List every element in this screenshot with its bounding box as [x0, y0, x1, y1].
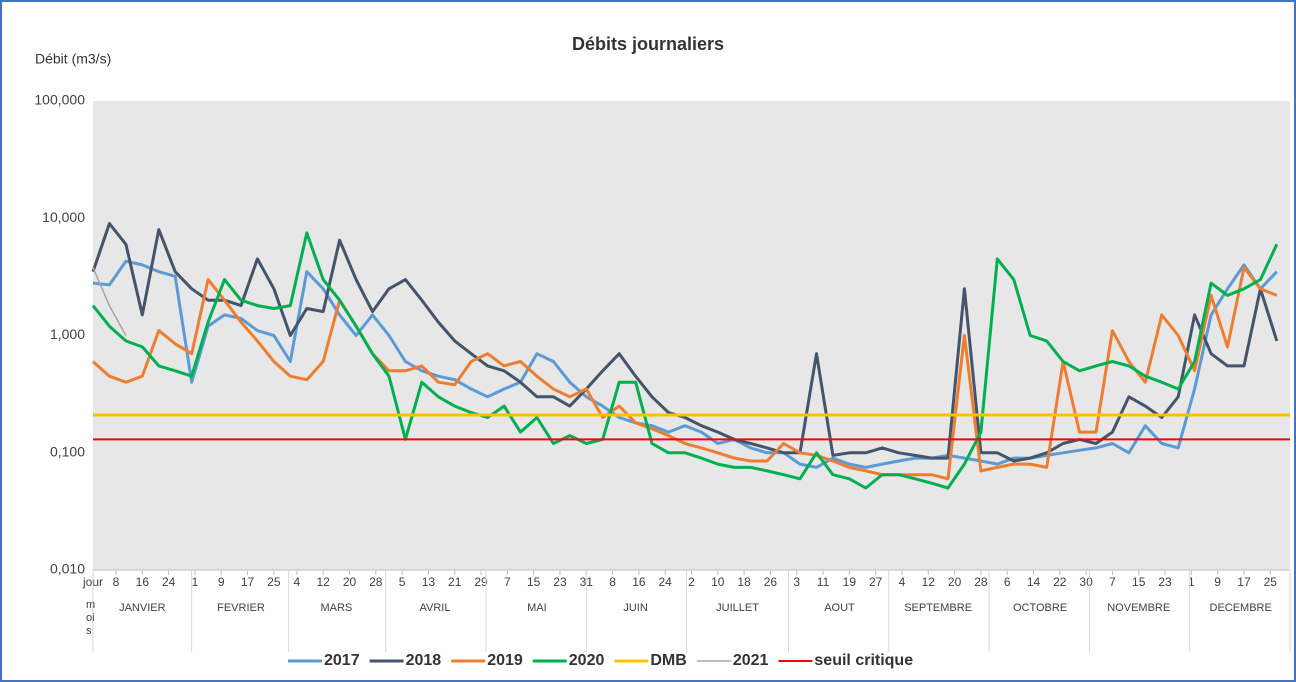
legend-label: 2020: [569, 652, 605, 669]
x-tick-label: 25: [1264, 575, 1278, 589]
x-tick-label: 30: [1079, 575, 1093, 589]
x-tick-label: 5: [399, 575, 406, 589]
x-tick-label: 20: [948, 575, 962, 589]
x-tick-label: 16: [136, 575, 150, 589]
y-tick-label: 0,100: [50, 443, 85, 459]
legend-label: 2018: [406, 652, 442, 669]
series-line: [91, 266, 1278, 481]
month-label: MAI: [527, 602, 547, 614]
x-tick-label: 19: [843, 575, 857, 589]
x-tick-label: 28: [974, 575, 988, 589]
x-tick-label: 15: [527, 575, 541, 589]
x-tick-label: 23: [1158, 575, 1172, 589]
x-tick-label: 25: [267, 575, 281, 589]
x-tick-label: 9: [1214, 575, 1221, 589]
x-tick-label: 3: [793, 575, 800, 589]
x-tick-label: 15: [1132, 575, 1146, 589]
x-tick-label: 6: [1004, 575, 1011, 589]
month-label: OCTOBRE: [1013, 602, 1067, 614]
x-tick-label: 7: [504, 575, 511, 589]
legend-label: seuil critique: [814, 652, 913, 669]
plot-area: [93, 101, 1290, 570]
y-tick-label: 1,000: [50, 326, 85, 342]
x-tick-label: 21: [448, 575, 462, 589]
x-tick-label: 10: [711, 575, 725, 589]
x-tick-label: 22: [1053, 575, 1067, 589]
x-tick-label: 29: [474, 575, 488, 589]
legend-label: 2021: [733, 652, 769, 669]
x-tick-label: 1: [1188, 575, 1195, 589]
x-tick-label: 2: [688, 575, 695, 589]
month-label: NOVEMBRE: [1107, 602, 1170, 614]
x-tick-label: 9: [218, 575, 225, 589]
x-tick-label: 20: [343, 575, 357, 589]
x-tick-label: 4: [294, 575, 301, 589]
month-label: FEVRIER: [217, 602, 265, 614]
x-tick-label: 4: [899, 575, 906, 589]
x-tick-label: 8: [113, 575, 120, 589]
x-axis-label: mois: [86, 599, 96, 637]
chart-title: Débits journaliers: [572, 34, 724, 54]
x-tick-label: 24: [162, 575, 176, 589]
x-tick-label: 14: [1027, 575, 1041, 589]
month-label: JANVIER: [119, 602, 166, 614]
month-label: DECEMBRE: [1210, 602, 1272, 614]
x-tick-label: 18: [737, 575, 751, 589]
month-label: AVRIL: [420, 602, 451, 614]
x-tick-label: 28: [369, 575, 383, 589]
x-tick-label: 11: [817, 575, 830, 589]
x-tick-label: 8: [609, 575, 616, 589]
series-line: [92, 259, 1278, 469]
x-tick-label: 13: [422, 575, 436, 589]
x-tick-label: 24: [659, 575, 673, 589]
month-label: JUIN: [623, 602, 648, 614]
x-tick-label: 12: [922, 575, 936, 589]
month-label: MARS: [320, 602, 352, 614]
y-tick-label: 10,000: [42, 209, 85, 225]
legend-label: 2019: [487, 652, 523, 669]
month-label: AOUT: [824, 602, 855, 614]
x-tick-label: 17: [241, 575, 255, 589]
legend-label: 2017: [324, 652, 360, 669]
x-tick-label: 7: [1109, 575, 1116, 589]
y-axis-label: Débit (m3/s): [35, 51, 111, 67]
month-label: SEPTEMBRE: [904, 602, 972, 614]
x-tick-label: 26: [764, 575, 778, 589]
x-tick-label: 1: [192, 575, 199, 589]
x-tick-label: 23: [553, 575, 567, 589]
y-tick-label: 0,010: [50, 561, 85, 577]
x-tick-label: 12: [317, 575, 331, 589]
legend-label: DMB: [650, 652, 686, 669]
y-tick-label: 100,000: [34, 92, 85, 108]
x-tick-label: 17: [1237, 575, 1251, 589]
series-line: [92, 267, 127, 336]
month-label: JUILLET: [716, 602, 759, 614]
x-tick-label: 27: [869, 575, 883, 589]
x-tick-label: 16: [632, 575, 646, 589]
series-line: [91, 231, 1279, 490]
